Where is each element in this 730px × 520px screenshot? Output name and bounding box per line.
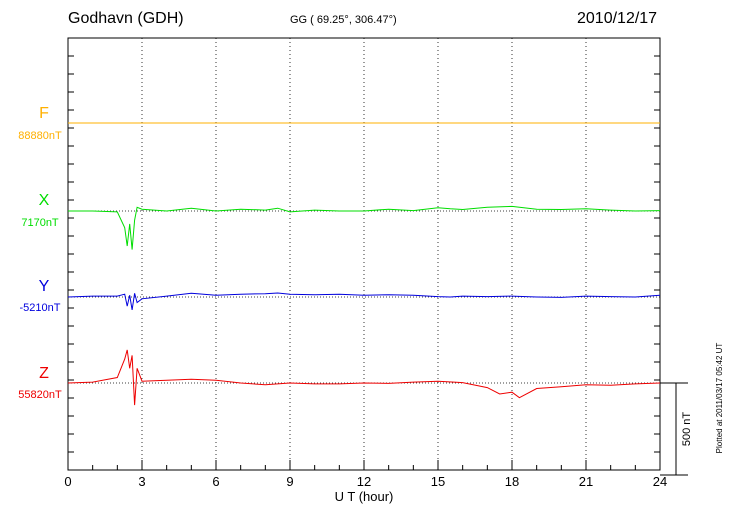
series-line-x [68,205,661,250]
x-tick-label: 3 [138,474,145,489]
series-baseline-x: 7170nT [21,217,59,229]
series-z [67,349,661,406]
series-y [67,292,661,310]
x-tick-label: 15 [431,474,445,489]
series-line-y [67,292,661,310]
x-tick-label: 12 [357,474,371,489]
station-coordinates: GG ( 69.25°, 306.47°) [290,14,397,26]
scale-bar-label: 500 nT [681,412,693,447]
series-x [68,205,661,250]
series-name-x: X [39,192,50,209]
series-name-y: Y [39,278,50,295]
series-line-z [67,349,661,406]
series-name-z: Z [39,365,49,382]
plot-date: 2010/12/17 [577,10,658,27]
x-axis-label: U T (hour) [335,489,394,504]
station-title: Godhavn (GDH) [68,10,184,27]
series-baseline-y: -5210nT [20,302,61,314]
x-tick-label: 9 [286,474,293,489]
plot-timestamp: Plotted at 2011/03/17 05:42 UT [715,343,724,454]
x-tick-label: 0 [64,474,71,489]
x-tick-label: 6 [212,474,219,489]
series-name-f: F [39,105,49,122]
series-baseline-z: 55820nT [18,389,62,401]
x-tick-label: 24 [653,474,667,489]
x-tick-label: 21 [579,474,593,489]
x-tick-label: 18 [505,474,519,489]
series-baseline-f: 88880nT [18,130,62,142]
